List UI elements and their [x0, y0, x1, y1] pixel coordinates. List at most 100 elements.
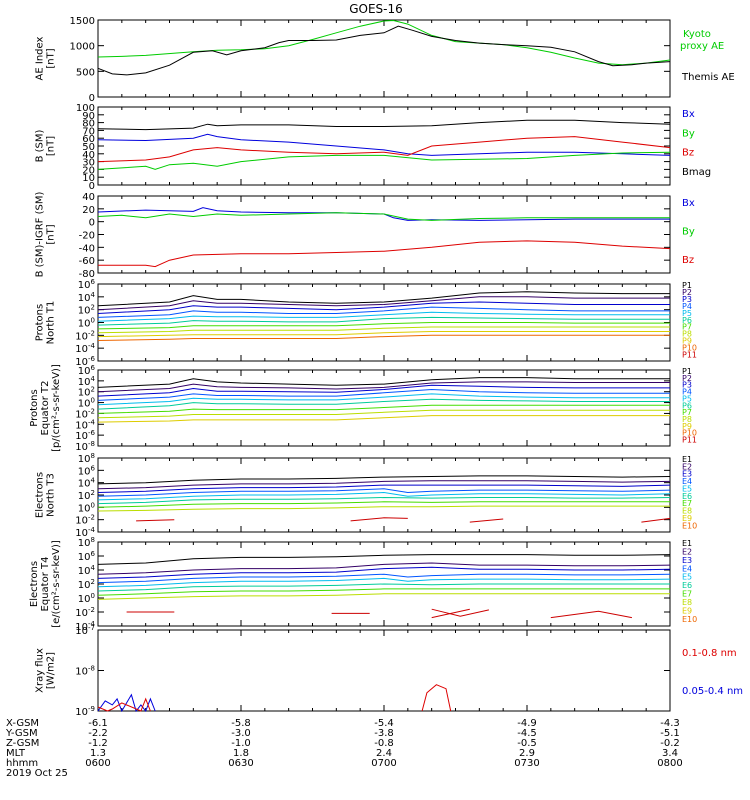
x-row-value: 3.4 — [662, 748, 678, 759]
y-tick-label: 102 — [78, 489, 95, 502]
legend-label: E7 — [682, 499, 692, 508]
x-row-label: Z-GSM — [6, 738, 39, 749]
y-tick-label: 100 — [78, 317, 95, 330]
x-row-value: -1.2 — [88, 738, 108, 749]
y-tick-label: 10-2 — [75, 407, 95, 420]
y-tick-label: -40 — [79, 243, 95, 254]
series-line-p5 — [97, 393, 670, 406]
y-tick-label: 10-2 — [75, 606, 95, 619]
y-axis-label: Electrons — [29, 561, 40, 607]
panel-3: -80 -60 -40-20 0 20 40 B (SM)-IGRF (SM) [nT] Bx B… — [35, 192, 695, 280]
x-row-label: X-GSM — [6, 718, 39, 729]
series-line-0-1-0-8-nm — [97, 697, 151, 712]
panel-frame — [97, 106, 671, 186]
y-axis-label: Protons — [35, 304, 46, 341]
x-row-value: 1.8 — [233, 748, 249, 759]
y-tick-label: 70 — [82, 126, 95, 137]
legend-label: P10 — [682, 429, 697, 438]
legend-label: E2 — [682, 462, 692, 471]
legend-label: P9 — [682, 422, 692, 431]
x-row-value: -5.1 — [660, 728, 680, 739]
legend-label: P5 — [682, 309, 692, 318]
y-tick-label: 10-6 — [75, 429, 95, 442]
series-line-e3 — [97, 566, 671, 579]
panel-8: 10-7 10-8 10-9 Xray flux [W/m2] 0.1-0.8 nm 0.0… — [35, 624, 744, 718]
y-tick-label: 10-4 — [75, 418, 95, 431]
legend-label: E10 — [682, 521, 697, 530]
legend-label: Themis AE — [681, 72, 735, 83]
x-row-value: 2.4 — [376, 748, 392, 759]
legend-label: E7 — [682, 590, 692, 599]
y-axis-label: [nT] — [46, 48, 57, 68]
y-tick-label: 0 — [89, 181, 95, 192]
legend-label: E4 — [682, 477, 692, 486]
series-line-bz — [97, 136, 671, 163]
series-line-p1 — [97, 377, 670, 388]
y-axis-label: [e/(cm²-s-sr-keV)] — [51, 540, 62, 628]
series-line-e6 — [97, 496, 671, 505]
x-row-value: 2.9 — [519, 748, 535, 759]
x-row-value: -4.5 — [517, 728, 537, 739]
legend-label: Bx — [682, 109, 695, 120]
series-line-bx — [97, 133, 671, 156]
y-tick-label: 10-2 — [75, 514, 95, 527]
series-line-bz — [98, 240, 671, 268]
series-line-bmag — [97, 119, 671, 131]
legend-label: E10 — [682, 615, 697, 624]
series-line-e7 — [97, 588, 670, 596]
series-line-e9d — [431, 608, 470, 619]
legend-label: P8 — [682, 415, 692, 424]
series-line-p5 — [97, 311, 670, 322]
legend-label: E3 — [682, 470, 692, 479]
legend-label: P6 — [682, 316, 692, 325]
series-line-e9b — [350, 517, 408, 522]
legend-label: P9 — [682, 337, 692, 346]
series-line-e2 — [97, 480, 671, 490]
x-row-label: Y-GSM — [5, 728, 38, 739]
legend-label: P7 — [682, 323, 692, 332]
series-line-kyoto-proxy-ae — [97, 19, 671, 66]
y-tick-label: 104 — [78, 564, 96, 577]
y-axis-label: [nT] — [46, 224, 57, 244]
legend-label: P2 — [682, 288, 692, 297]
series-line-e4 — [97, 488, 671, 497]
series-line-p1 — [97, 291, 670, 307]
y-tick-label: 80 — [82, 119, 95, 130]
x-row-value: -3.8 — [374, 728, 394, 739]
series-line-e9c — [469, 518, 504, 523]
y-tick-label: 102 — [78, 304, 95, 317]
legend-label: E1 — [682, 539, 692, 548]
legend-label: P11 — [682, 351, 697, 360]
legend-label: E5 — [682, 573, 692, 582]
legend-label: P4 — [682, 388, 692, 397]
series-line-e6 — [97, 583, 670, 592]
y-tick-label: 108 — [78, 536, 95, 549]
y-axis-label: North T3 — [46, 473, 57, 517]
series-line-e4 — [97, 573, 671, 584]
legend-label: P3 — [682, 295, 692, 304]
series-line-e9 — [136, 519, 175, 522]
legend-label: P2 — [682, 374, 692, 383]
legend-label: E9 — [682, 606, 692, 615]
y-axis-label: [nT] — [46, 136, 57, 156]
y-tick-label: 106 — [78, 464, 96, 477]
y-tick-label: 10-4 — [75, 526, 95, 539]
series-line-p9 — [97, 415, 670, 423]
y-axis-label: Protons — [29, 389, 40, 426]
series-line-0-05-0-4-nm — [97, 693, 156, 713]
legend-label: E2 — [682, 547, 692, 556]
legend-label: P3 — [682, 381, 692, 390]
y-tick-label: -20 — [79, 231, 95, 242]
y-tick-label: 0 — [89, 218, 95, 229]
legend-label: E5 — [682, 484, 692, 493]
y-tick-label: 104 — [78, 375, 96, 388]
legend-label: P4 — [682, 302, 692, 311]
legend-label: E8 — [682, 598, 692, 607]
y-tick-label: 10-4 — [75, 620, 95, 633]
y-axis-label: B (SM)-IGRF (SM) — [35, 192, 46, 278]
series-line-p6 — [97, 398, 670, 410]
y-tick-label: 10-8 — [75, 665, 95, 678]
y-tick-label: 30 — [82, 158, 95, 169]
